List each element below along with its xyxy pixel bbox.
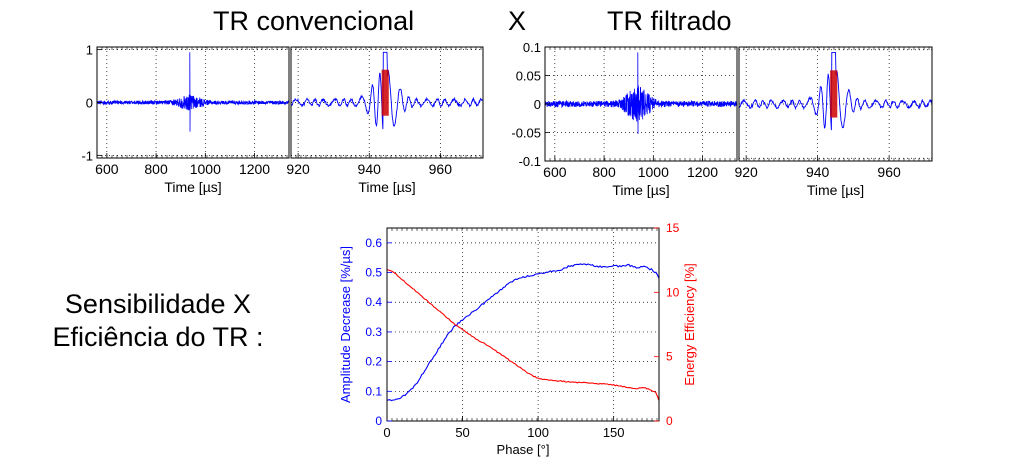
sensitivity-efficiency-y-tick-label: 0.1: [365, 384, 382, 398]
filtered-zoom-xlabel: Time [µs]: [807, 182, 864, 198]
sensitivity-efficiency-ylabel: Amplitude Decrease [%/µs]: [338, 246, 353, 403]
conventional-zoom-x-tick-label: 940: [358, 161, 382, 177]
filtered-full-y-tick-label: 0.1: [523, 40, 541, 55]
conventional-full-y-tick-label: -1: [81, 148, 93, 163]
sensitivity-efficiency-amplitude-series: [386, 263, 660, 402]
title-versus: X: [508, 6, 527, 36]
side-label-line1: Sensibilidade X: [64, 289, 252, 319]
conventional-zoom-xlabel: Time [µs]: [358, 179, 415, 195]
sensitivity-efficiency-frame: [386, 227, 660, 422]
sensitivity-efficiency-y-tick-label: 0.5: [365, 266, 382, 280]
filtered-full-x-tick-label: 800: [592, 164, 616, 180]
sensitivity-efficiency-y2label: Energy Efficiency [%]: [682, 263, 697, 386]
filtered-full-x-tick-label: 1000: [638, 164, 669, 180]
conventional-zoom-x-tick-label: 960: [429, 161, 453, 177]
conventional-full-x-tick-label: 800: [144, 161, 168, 177]
sensitivity-efficiency-y2-tick-label: 10: [666, 285, 680, 299]
filtered-full-x-tick-label: 600: [543, 164, 567, 180]
sensitivity-efficiency-plot-area: [387, 228, 659, 421]
filtered-full-xlabel: Time [µs]: [612, 182, 669, 198]
conventional-full-y-tick-label: 0: [86, 96, 93, 111]
filtered-full-y-tick-label: 0: [534, 97, 541, 112]
conventional-zoom-frame: [290, 46, 484, 159]
filtered-full-signal: [544, 52, 738, 134]
filtered-zoom-x-tick-label: 960: [877, 164, 901, 180]
sensitivity-efficiency-x-tick-label: 150: [603, 425, 625, 440]
conventional-full-xlabel: Time [µs]: [164, 179, 221, 195]
sensitivity-efficiency-y-tick-label: 0.3: [365, 325, 382, 339]
conventional-full-x-tick-label: 600: [95, 161, 119, 177]
sensitivity-efficiency-xlabel: Phase [°]: [497, 442, 550, 457]
conventional-zoom-x-tick-label: 920: [286, 161, 310, 177]
filtered-zoom-time-window: [830, 70, 838, 118]
sensitivity-efficiency-label: Sensibilidade X Eficiência do TR :: [22, 288, 294, 354]
filtered-full-x-tick-label: 1200: [687, 164, 718, 180]
sensitivity-efficiency-y2-tick-label: 15: [666, 221, 680, 235]
title-filtered: TR filtrado: [607, 6, 732, 36]
conventional-full-y-tick-label: 1: [86, 43, 93, 58]
sensitivity-efficiency-efficiency-series: [386, 268, 660, 401]
sensitivity-efficiency-x-tick-label: 50: [455, 425, 469, 440]
title-conventional: TR convencional: [213, 6, 415, 36]
conventional-zoom-signal: [290, 51, 484, 130]
filtered-zoom-x-tick-label: 920: [734, 164, 758, 180]
filtered-zoom-signal: [738, 51, 933, 131]
sensitivity-efficiency-x-tick-label: 100: [527, 425, 549, 440]
filtered-zoom-frame: [738, 46, 933, 162]
conventional-full-x-tick-label: 1000: [190, 161, 221, 177]
sensitivity-efficiency-y-tick-label: 0.6: [365, 236, 382, 250]
filtered-zoom-x-tick-label: 940: [806, 164, 830, 180]
conventional-full-signal: [96, 52, 290, 132]
conventional-full-x-tick-label: 1200: [239, 161, 270, 177]
sensitivity-efficiency-x-tick-label: 0: [383, 425, 390, 440]
filtered-full-y-tick-label: 0.05: [516, 69, 541, 84]
side-label-line2: Eficiência do TR :: [52, 322, 264, 352]
sensitivity-efficiency-y-tick-label: 0.2: [365, 355, 382, 369]
conventional-zoom-time-window: [381, 69, 389, 116]
sensitivity-efficiency-y-tick-label: 0: [375, 414, 382, 428]
filtered-full-y-tick-label: -0.05: [511, 126, 541, 141]
sensitivity-efficiency-y2-tick-label: 0: [666, 414, 673, 428]
sensitivity-efficiency-y2-tick-label: 5: [666, 350, 673, 364]
filtered-full-y-tick-label: -0.1: [519, 154, 541, 169]
sensitivity-efficiency-y-tick-label: 0.4: [365, 295, 382, 309]
